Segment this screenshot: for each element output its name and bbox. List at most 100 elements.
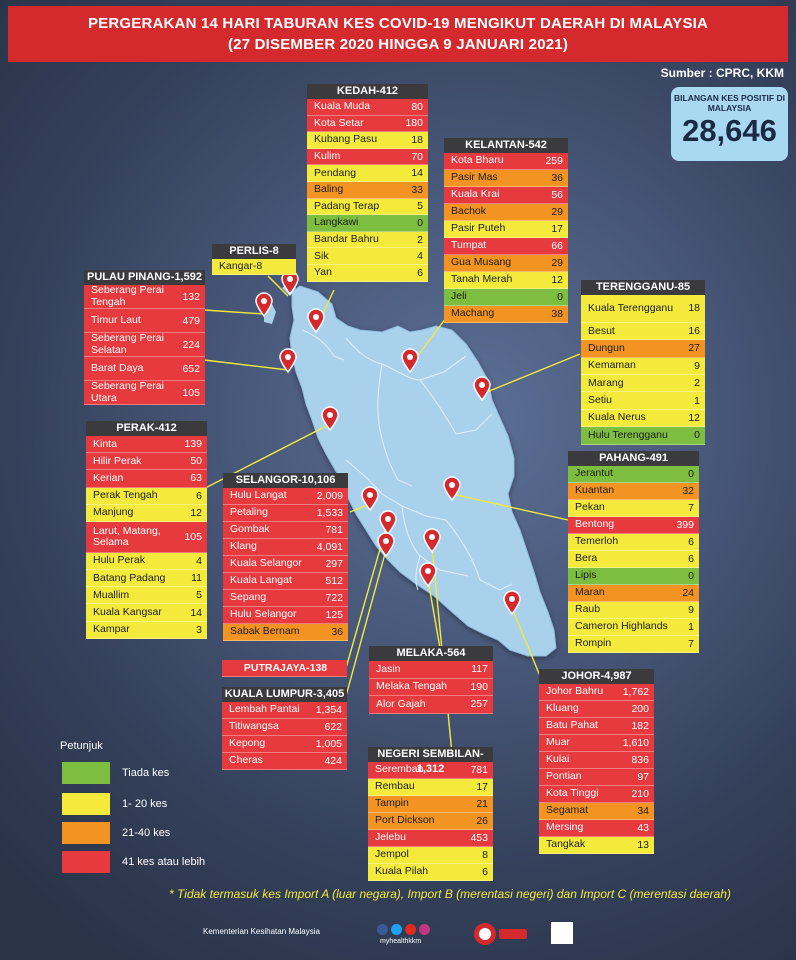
district-name: Kampar xyxy=(93,623,130,636)
district-cases: 2,009 xyxy=(316,490,343,502)
ministry-name: Kementerian Kesihatan Malaysia xyxy=(203,927,320,936)
district-cases: 18 xyxy=(688,302,700,315)
district-name: Tumpat xyxy=(451,239,487,252)
title-line-1: PERGERAKAN 14 HARI TABURAN KES COVID-19 … xyxy=(87,15,709,32)
twitter-icon[interactable] xyxy=(391,924,402,935)
district-row: Melaka Tengah 190 xyxy=(369,678,493,696)
district-row: Jasin 117 xyxy=(369,661,493,679)
district-name: Port Dickson xyxy=(375,814,435,827)
district-name: Titiwangsa xyxy=(229,720,279,733)
legend-item-none: Tiada kes xyxy=(62,762,169,784)
district-name: Perak Tengah xyxy=(93,489,158,502)
district-cases: 512 xyxy=(325,575,343,587)
district-row: Jeli 0 xyxy=(444,289,568,306)
district-cases: 1 xyxy=(688,621,694,633)
panel-pulau-pinang: PULAU PINANG-1,592 Seberang Perai Tengah 1… xyxy=(84,270,205,405)
district-row: Cameron Highlands 1 xyxy=(568,619,699,636)
district-cases: 70 xyxy=(411,150,423,163)
district-name: Kuantan xyxy=(575,484,615,497)
district-cases: 1,610 xyxy=(622,737,649,749)
district-row: Timur Laut 479 xyxy=(84,309,205,333)
legend: Petunjuk xyxy=(60,740,103,758)
district-name: Marang xyxy=(588,376,624,389)
district-name: Timur Laut xyxy=(91,313,141,326)
panel-selangor: SELANGOR-10,106 Hulu Langat 2,009 Petaling 1… xyxy=(223,473,348,641)
district-name: Kubang Pasu xyxy=(314,133,378,146)
pin-perak xyxy=(321,406,339,432)
district-row: Jerantut 0 xyxy=(568,466,699,483)
legend-swatch xyxy=(62,793,110,815)
district-cases: 0 xyxy=(417,216,423,229)
qr-code[interactable] xyxy=(551,922,573,944)
district-cases: 424 xyxy=(324,755,342,767)
district-row: Pendang 14 xyxy=(307,165,428,182)
district-name: Temerloh xyxy=(575,535,619,548)
youtube-icon[interactable] xyxy=(405,924,416,935)
district-cases: 1 xyxy=(694,394,700,407)
district-row: Jelebu 453 xyxy=(368,830,493,847)
pin-putrajaya xyxy=(377,532,395,558)
district-row: Perak Tengah 6 xyxy=(86,487,207,505)
panel-title: NEGERI SEMBILAN-1,312 xyxy=(368,747,493,775)
legend-label: 1- 20 kes xyxy=(122,798,168,810)
district-name: Gua Musang xyxy=(451,256,512,269)
district-name: Kerian xyxy=(93,471,124,484)
legend-item-mid: 21-40 kes xyxy=(62,822,170,844)
panel-title: PERLIS-8 xyxy=(212,244,296,259)
district-row: Bandar Bahru 2 xyxy=(307,231,428,249)
panel-melaka: MELAKA-564 Jasin 117 Melaka Tengah 190 Alor G… xyxy=(369,646,493,714)
district-row: Segamat 34 xyxy=(539,803,654,820)
state-borders xyxy=(301,329,513,591)
district-row: Rembau 17 xyxy=(368,779,493,796)
district-cases: 4 xyxy=(417,250,423,263)
district-cases: 117 xyxy=(471,663,488,676)
panel-perak: PERAK-412 Kinta 139 Hilir Perak 50 Kerian 63 Pe… xyxy=(86,421,207,639)
district-name: Kota Bharu xyxy=(451,154,504,167)
district-row: Pontian 97 xyxy=(539,769,654,786)
total-cases-value: 28,646 xyxy=(682,113,777,148)
legend-swatch xyxy=(62,822,110,844)
facebook-icon[interactable] xyxy=(377,924,388,935)
district-cases: 399 xyxy=(676,519,694,531)
district-cases: 13 xyxy=(637,839,649,851)
district-row: Kampar 3 xyxy=(86,621,207,639)
district-name: Hilir Perak xyxy=(93,454,142,467)
panel-title: TERENGGANU-85 xyxy=(581,280,705,295)
district-cases: 190 xyxy=(470,680,488,693)
district-row: Sik 4 xyxy=(307,248,428,265)
district-row: Hulu Langat 2,009 xyxy=(223,488,348,505)
district-cases: 0 xyxy=(688,468,694,480)
district-row: Kuala Terengganu 18 xyxy=(581,295,705,323)
district-cases: 781 xyxy=(470,764,488,776)
district-cases: 132 xyxy=(182,290,200,303)
panel-title: PAHANG-491 xyxy=(568,451,699,466)
import-note: * Tidak termasuk kes Import A (luar nega… xyxy=(169,887,731,901)
district-name: Sik xyxy=(314,249,329,262)
district-cases: 3 xyxy=(196,623,202,636)
pin-negeri-sembilan xyxy=(423,528,441,554)
district-name: Kepong xyxy=(229,737,266,750)
district-cases: 4,091 xyxy=(316,541,343,553)
district-name: Kulai xyxy=(546,753,570,766)
district-row: Kota Bharu 259 xyxy=(444,153,568,170)
district-row: Kuantan 32 xyxy=(568,483,699,500)
district-row: Lipis 0 xyxy=(568,568,699,585)
panel-title: MELAKA-564 xyxy=(369,646,493,661)
district-name: Seremban xyxy=(375,763,424,776)
district-name: Tampin xyxy=(375,797,409,810)
instagram-icon[interactable] xyxy=(419,924,430,935)
district-cases: 6 xyxy=(688,536,694,548)
title-line-2: (27 DISEMBER 2020 HINGGA 9 JANUARI 2021) xyxy=(227,36,569,53)
district-cases: 652 xyxy=(182,362,200,375)
district-row: Seberang Perai Selatan 224 xyxy=(84,333,205,357)
district-cases: 50 xyxy=(190,455,202,468)
district-name: Alor Gajah xyxy=(376,697,426,710)
district-name: Kuala Selangor xyxy=(230,557,302,570)
district-name: Kuala Langat xyxy=(230,574,292,587)
panel-negeri-sembilan: NEGERI SEMBILAN-1,312 Seremban 781 Rembau 17… xyxy=(368,747,493,881)
district-row: Baling 33 xyxy=(307,181,428,199)
district-cases: 26 xyxy=(476,815,488,827)
legend-swatch xyxy=(62,851,110,873)
social-handle: myhealthkkm xyxy=(380,938,422,945)
pin-kelantan xyxy=(401,348,419,374)
